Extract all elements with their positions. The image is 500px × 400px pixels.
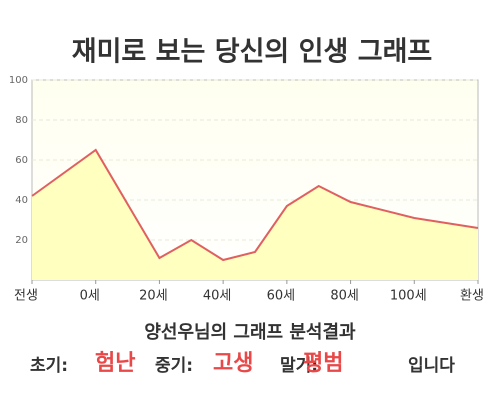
late-value: 평범 xyxy=(303,351,343,376)
x-tick-label: 100세 xyxy=(390,289,427,304)
early-label: 초기: xyxy=(30,356,68,376)
middle-value: 고생 xyxy=(213,351,253,376)
y-tick-label: 100 xyxy=(9,75,28,86)
y-tick-label: 80 xyxy=(15,115,28,126)
ending: 입니다 xyxy=(408,356,455,376)
x-tick-label: 전생 xyxy=(14,289,38,304)
area xyxy=(32,150,478,280)
y-tick-label: 20 xyxy=(15,235,28,246)
x-tick-label: 80세 xyxy=(330,289,359,304)
y-tick-label: 40 xyxy=(15,195,28,206)
x-tick-label: 40세 xyxy=(203,289,232,304)
x-tick-label: 환생 xyxy=(460,289,484,304)
x-tick-label: 0세 xyxy=(80,289,100,304)
line xyxy=(31,148,479,262)
early-value: 험난 xyxy=(95,350,135,376)
chart-title: 재미로 보는 당신의 인생 그래프 xyxy=(72,37,433,68)
late-label: 말기: xyxy=(280,355,318,376)
middle-label: 중기: xyxy=(155,356,193,376)
x-tick-label: 60세 xyxy=(267,289,296,304)
x-tick-label: 20세 xyxy=(139,289,168,304)
y-tick-label: 60 xyxy=(15,155,28,166)
result-heading: 양선우님의 그래프 분석결과 xyxy=(144,322,356,343)
